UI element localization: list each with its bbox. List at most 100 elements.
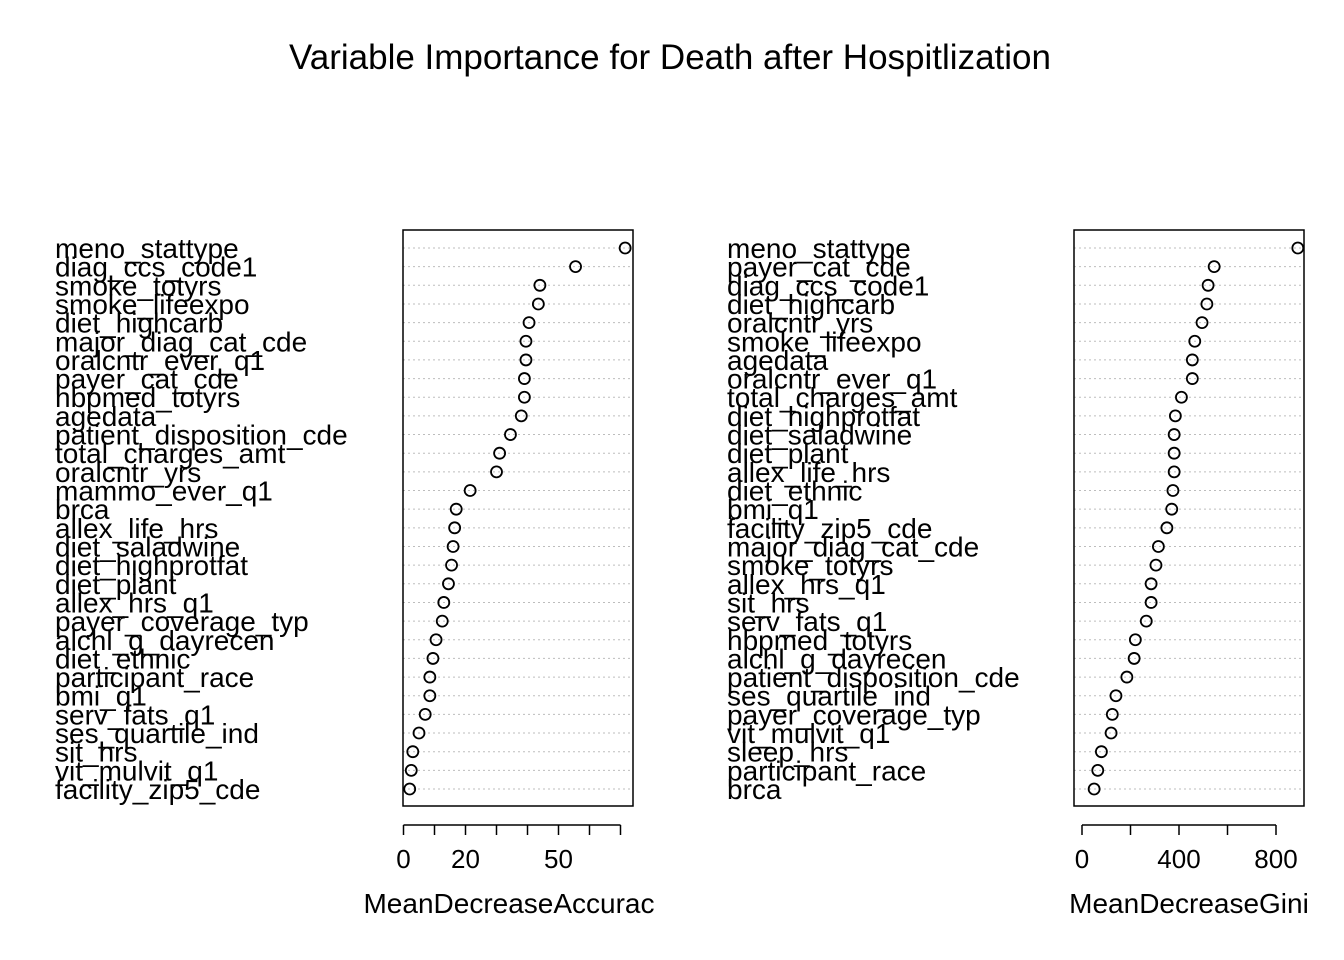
variable-label-mda-patient-disposition-cde: patient_disposition_cde: [55, 420, 348, 451]
data-point-mda-alchl-g-dayrecen: [429, 633, 443, 647]
variable-label-mda-diet-ethnic: diet_ethnic: [55, 643, 190, 674]
data-point-mda-diet-highcarb: [522, 316, 536, 330]
data-point-mda-allex-hrs-q1: [437, 596, 451, 609]
variable-label-gini-total-charges-amt: total_charges_amt: [727, 382, 958, 413]
variable-label-mda-mammo-ever-q1: mammo_ever_q1: [55, 476, 273, 507]
variable-label-mda-alchl-g-dayrecen: alchl_g_dayrecen: [55, 625, 275, 656]
variable-label-gini-sit-hrs: sit_hrs: [727, 587, 809, 618]
variable-label-mda-vit-mulvit-q1: vit_mulvit_q1: [55, 755, 218, 786]
variable-label-mda-brca: brca: [55, 494, 110, 525]
data-point-gini-agedata: [1185, 353, 1199, 367]
variable-label-mda-payer-coverage-typ: payer_coverage_typ: [55, 606, 309, 637]
data-point-gini-total-charges-amt: [1175, 390, 1188, 404]
plot-box-mda: [402, 229, 634, 807]
x-tick-label-mda-20: 20: [451, 844, 480, 874]
variable-label-gini-bmi-q1: bmi_q1: [727, 494, 819, 525]
variable-label-gini-diet-highcarb: diet_highcarb: [727, 289, 895, 320]
variable-label-gini-hbpmed-totyrs: hbpmed_totyrs: [727, 625, 912, 656]
variable-label-mda-agedata: agedata: [55, 401, 157, 432]
x-tick-label-gini-800: 800: [1254, 844, 1297, 874]
x-tick-label-gini-400: 400: [1157, 844, 1200, 874]
data-point-gini-hbpmed-totyrs: [1128, 633, 1142, 647]
variable-label-gini-allex-hrs-q1: allex_hrs_q1: [727, 569, 886, 600]
variable-label-mda-bmi-q1: bmi_q1: [55, 681, 147, 712]
variable-label-gini-ses-quartile-ind: ses_quartile_ind: [727, 681, 931, 712]
data-point-gini-alchl-g-dayrecen: [1127, 652, 1141, 665]
variable-label-gini-diet-saladwine: diet_saladwine: [727, 420, 912, 451]
variable-label-mda-smoke-totyrs: smoke_totyrs: [55, 270, 222, 301]
data-point-gini-facility-zip5-cde: [1160, 521, 1174, 535]
variable-label-gini-agedata: agedata: [727, 345, 829, 376]
variable-label-gini-serv-fats-q1: serv_fats_q1: [727, 606, 887, 637]
data-point-mda-allex-life-hrs: [448, 521, 462, 535]
data-point-gini-smoke-totyrs: [1149, 558, 1163, 572]
data-point-mda-diag-ccs-code1: [569, 260, 582, 274]
data-point-mda-agedata: [514, 409, 528, 423]
variable-label-gini-brca: brca: [727, 774, 782, 805]
variable-label-gini-facility-zip5-cde: facility_zip5_cde: [727, 513, 932, 544]
variable-label-mda-oralcntr-yrs: oralcntr_yrs: [55, 457, 201, 488]
variable-label-gini-smoke-totyrs: smoke_totyrs: [727, 550, 894, 581]
x-tick-label-gini-0: 0: [1075, 844, 1089, 874]
data-point-gini-sleep-hrs: [1095, 745, 1108, 759]
data-point-gini-diet-highcarb: [1200, 297, 1214, 311]
data-point-mda-serv-fats-q1: [418, 707, 432, 721]
x-tick-label-mda-0: 0: [396, 844, 410, 874]
variable-label-mda-diet-saladwine: diet_saladwine: [55, 531, 240, 562]
data-point-mda-hbpmed-totyrs: [518, 390, 531, 404]
data-point-gini-brca: [1087, 782, 1101, 796]
variable-label-gini-meno-stattype: meno_stattype: [727, 233, 911, 264]
data-point-mda-brca: [449, 502, 463, 516]
variable-label-gini-diet-plant: diet_plant: [727, 438, 849, 469]
variable-label-mda-hbpmed-totyrs: hbpmed_totyrs: [55, 382, 240, 413]
variable-label-mda-diag-ccs-code1: diag_ccs_code1: [55, 252, 257, 283]
data-point-mda-diet-ethnic: [426, 652, 440, 665]
variable-label-mda-serv-fats-q1: serv_fats_q1: [55, 699, 215, 730]
data-point-mda-payer-coverage-typ: [435, 614, 449, 628]
data-point-gini-patient-disposition-cde: [1120, 670, 1134, 684]
data-point-mda-smoke-totyrs: [533, 278, 547, 292]
variable-label-gini-diet-ethnic: diet_ethnic: [727, 476, 862, 507]
variable-label-gini-alchl-g-dayrecen: alchl_g_dayrecen: [727, 643, 947, 674]
variable-label-mda-payer-cat-cde: payer_cat_cde: [55, 364, 239, 395]
data-point-gini-meno-stattype: [1291, 241, 1305, 255]
panel-mean-decrease-gini: meno_stattypepayer_cat_cdediag_ccs_code1…: [727, 229, 1309, 919]
variable-label-mda-ses-quartile-ind: ses_quartile_ind: [55, 718, 259, 749]
variable-label-mda-smoke-lifeexpo: smoke_lifeexpo: [55, 289, 250, 320]
data-point-gini-diet-ethnic: [1166, 484, 1180, 497]
variable-label-gini-diag-ccs-code1: diag_ccs_code1: [727, 270, 929, 301]
data-point-gini-sit-hrs: [1144, 596, 1158, 609]
variable-label-gini-payer-coverage-typ: payer_coverage_typ: [727, 699, 981, 730]
data-point-gini-diet-highprotfat: [1168, 409, 1182, 423]
data-point-mda-total-charges-amt: [493, 446, 507, 460]
variable-label-gini-vit-mulvit-q1: vit_mulvit_q1: [727, 718, 890, 749]
variable-label-mda-diet-plant: diet_plant: [55, 569, 177, 600]
x-axis-label-gini: MeanDecreaseGini: [1069, 888, 1309, 919]
panel-mean-decrease-accuracy: meno_stattypediag_ccs_code1smoke_totyrss…: [55, 229, 655, 919]
variable-label-gini-payer-cat-cde: payer_cat_cde: [727, 252, 911, 283]
plot-box-gini: [1073, 229, 1305, 807]
variable-label-gini-smoke-lifeexpo: smoke_lifeexpo: [727, 326, 922, 357]
x-axis-label-mda: MeanDecreaseAccurac: [363, 888, 654, 919]
variable-label-mda-meno-stattype: meno_stattype: [55, 233, 239, 264]
data-point-mda-smoke-lifeexpo: [531, 297, 545, 311]
data-point-gini-participant-race: [1091, 763, 1105, 777]
data-point-mda-patient-disposition-cde: [504, 428, 517, 441]
variable-label-gini-oralcntr-ever-q1: oralcntr_ever_q1: [727, 364, 937, 395]
variable-label-mda-sit-hrs: sit_hrs: [55, 737, 137, 768]
data-point-gini-diet-plant: [1167, 446, 1181, 460]
data-point-gini-bmi-q1: [1165, 502, 1179, 516]
x-tick-label-mda-50: 50: [544, 844, 573, 874]
variable-label-gini-major-diag-cat-cde: major_diag_cat_cde: [727, 531, 979, 562]
data-point-mda-diet-saladwine: [446, 540, 460, 553]
data-point-gini-vit-mulvit-q1: [1104, 726, 1118, 740]
data-point-mda-participant-race: [423, 670, 437, 684]
data-point-gini-smoke-lifeexpo: [1188, 334, 1202, 348]
data-point-gini-serv-fats-q1: [1139, 614, 1153, 628]
variable-label-mda-facility-zip5-cde: facility_zip5_cde: [55, 774, 260, 805]
variable-label-mda-total-charges-amt: total_charges_amt: [55, 438, 286, 469]
data-point-gini-oralcntr-yrs: [1195, 316, 1209, 330]
data-point-mda-mammo-ever-q1: [463, 484, 477, 497]
data-point-gini-allex-hrs-q1: [1144, 577, 1158, 591]
data-point-mda-oralcntr-yrs: [490, 465, 503, 479]
